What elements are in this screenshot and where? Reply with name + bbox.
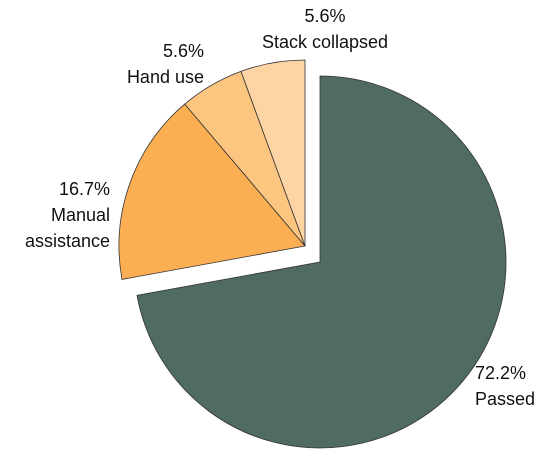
pie-slice (118, 103, 306, 280)
slice-label: 5.6% Stack collapsed (245, 3, 405, 55)
percent-label: 5.6% (162, 41, 204, 61)
percent-label: 72.2% (475, 363, 527, 383)
percent-label: 16.7% (58, 179, 110, 199)
slice-label: 72.2% Passed (475, 360, 550, 412)
slice-label: 16.7% Manual assistance (14, 176, 110, 254)
category-label: Hand use (126, 67, 204, 87)
slice-label: 5.6% Hand use (100, 38, 204, 90)
category-label: Manual assistance (24, 205, 110, 251)
pie-slice (136, 75, 507, 449)
pie-slice (240, 59, 306, 247)
category-label: Stack collapsed (261, 32, 389, 52)
category-label: Passed (475, 389, 536, 409)
percent-label: 5.6% (304, 6, 346, 26)
